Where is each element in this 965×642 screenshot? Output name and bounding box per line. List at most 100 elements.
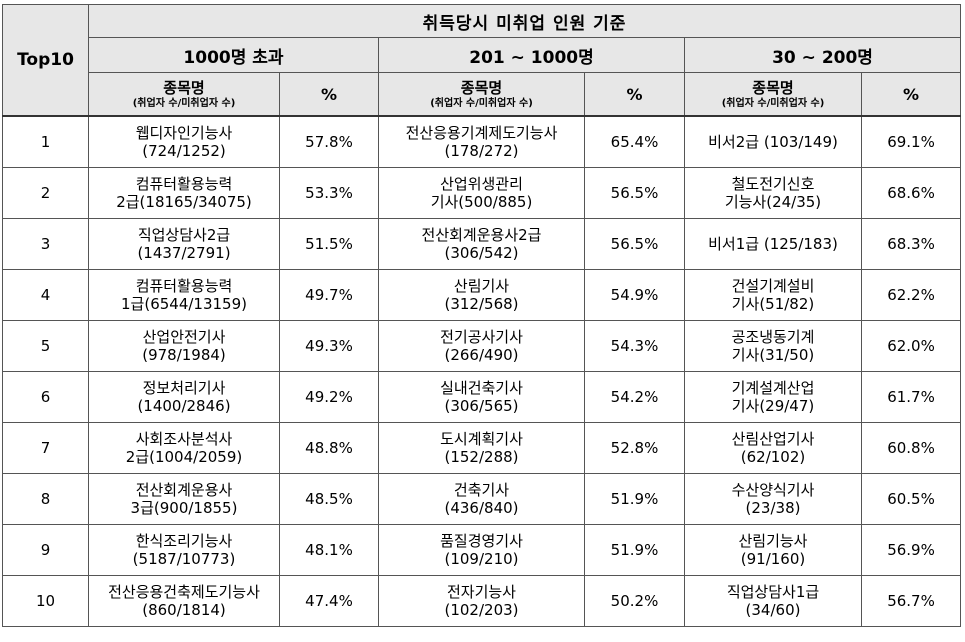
item-name-cell: 비서1급 (125/183) xyxy=(684,218,862,270)
col-pct-header-1: % xyxy=(279,72,379,117)
item-name-cell: 전자기능사 (102/203) xyxy=(378,575,585,627)
item-name: 산림기사 xyxy=(453,277,510,295)
table-row: 5 산업안전기사 (978/1984) 49.3% 전기공사기사 (266/490) 54.… xyxy=(2,320,962,372)
percent-cell: 47.4% xyxy=(279,575,379,627)
table-row: 3 직업상담사2급 (1437/2791) 51.5% 전산회계운용사2급 (306/54… xyxy=(2,218,962,270)
percent-cell: 69.1% xyxy=(860,115,962,168)
item-name: 웹디자인기능사 xyxy=(135,124,233,142)
item-counts: 1급(6544/13159) xyxy=(121,295,247,313)
rank-cell: 5 xyxy=(2,320,89,372)
item-name-cell: 사회조사분석사 2급(1004/2059) xyxy=(88,422,280,474)
col-name-label: 종목명 xyxy=(460,78,503,97)
item-name: 수산양식기사 xyxy=(731,481,815,499)
table-row: 6 정보처리기사 (1400/2846) 49.2% 실내건축기사 (306/565) 54… xyxy=(2,371,962,423)
top10-header: Top10 xyxy=(2,4,89,117)
percent-cell: 54.3% xyxy=(584,320,685,372)
item-counts: (62/102) xyxy=(740,448,806,466)
percent-cell: 48.8% xyxy=(279,422,379,474)
percent-cell: 56.5% xyxy=(584,167,685,219)
item-name: 기계설계산업 xyxy=(731,379,815,397)
percent-cell: 56.9% xyxy=(860,524,962,576)
item-name-cell: 전산회계운용사2급 (306/542) xyxy=(378,218,585,270)
item-counts: 기사(51/82) xyxy=(731,295,815,313)
item-counts: (436/840) xyxy=(444,499,519,517)
item-name-cell: 도시계획기사 (152/288) xyxy=(378,422,585,474)
col-name-label: 종목명 xyxy=(163,78,205,97)
percent-cell: 49.7% xyxy=(279,269,379,321)
percent-cell: 60.8% xyxy=(860,422,962,474)
rank-cell: 2 xyxy=(2,167,89,219)
item-counts: (266/490) xyxy=(444,346,519,364)
percent-cell: 51.9% xyxy=(584,524,685,576)
item-counts: (34/60) xyxy=(745,601,801,619)
percent-cell: 60.5% xyxy=(860,473,962,525)
item-name: 사회조사분석사 xyxy=(135,430,233,448)
percent-cell: 51.5% xyxy=(279,218,379,270)
item-counts: (978/1984) xyxy=(142,346,226,364)
percent-cell: 53.3% xyxy=(279,167,379,219)
percent-cell: 68.3% xyxy=(860,218,962,270)
item-name-cell: 철도전기신호 기능사(24/35) xyxy=(684,167,862,219)
col-name-label: 종목명 xyxy=(752,78,794,97)
item-name-cell: 산업안전기사 (978/1984) xyxy=(88,320,280,372)
item-name: 전산응용기계제도기능사 xyxy=(405,124,558,142)
item-name-cell: 산업위생관리 기사(500/885) xyxy=(378,167,585,219)
item-name-cell: 실내건축기사 (306/565) xyxy=(378,371,585,423)
item-counts: 기사(31/50) xyxy=(731,346,815,364)
item-name: 산업안전기사 xyxy=(142,328,226,346)
percent-cell: 50.2% xyxy=(584,575,685,627)
rank-cell: 7 xyxy=(2,422,89,474)
percent-cell: 54.9% xyxy=(584,269,685,321)
item-name-cell: 산림기능사 (91/160) xyxy=(684,524,862,576)
item-name-cell: 전기공사기사 (266/490) xyxy=(378,320,585,372)
table-row: 7 사회조사분석사 2급(1004/2059) 48.8% 도시계획기사 (152/288… xyxy=(2,422,962,474)
item-counts: 2급(1004/2059) xyxy=(125,448,243,466)
percent-cell: 57.8% xyxy=(279,115,379,168)
item-name-cell: 컴퓨터활용능력 2급(18165/34075) xyxy=(88,167,280,219)
item-counts: 3급(900/1855) xyxy=(130,499,238,517)
item-counts: 2급(18165/34075) xyxy=(116,193,252,211)
item-counts: (102/203) xyxy=(444,601,519,619)
percent-cell: 54.2% xyxy=(584,371,685,423)
percent-cell: 51.9% xyxy=(584,473,685,525)
item-name: 산림산업기사 xyxy=(731,430,815,448)
col-name-header-1: 종목명 (취업자 수/미취업자 수) xyxy=(88,72,280,117)
item-name: 비서1급 (125/183) xyxy=(708,235,838,253)
item-name: 전기공사기사 xyxy=(440,328,523,346)
col-pct-header-2: % xyxy=(584,72,685,117)
percent-cell: 68.6% xyxy=(860,167,962,219)
main-title: 취득당시 미취업 인원 기준 xyxy=(87,4,962,38)
item-name-cell: 직업상담사1급 (34/60) xyxy=(684,575,862,627)
item-name-cell: 전산응용기계제도기능사 (178/272) xyxy=(378,115,585,168)
item-name-cell: 웹디자인기능사 (724/1252) xyxy=(88,115,280,168)
item-name: 건설기계설비 xyxy=(731,277,815,295)
rank-cell: 4 xyxy=(2,269,89,321)
item-counts: (1400/2846) xyxy=(137,397,231,415)
col-name-header-2: 종목명 (취업자 수/미취업자 수) xyxy=(378,72,585,117)
item-counts: (724/1252) xyxy=(142,142,226,160)
percent-cell: 52.8% xyxy=(584,422,685,474)
item-name-cell: 건설기계설비 기사(51/82) xyxy=(684,269,862,321)
item-counts: (860/1814) xyxy=(142,601,226,619)
item-name: 직업상담사1급 xyxy=(726,583,820,601)
percent-cell: 62.0% xyxy=(860,320,962,372)
col-name-header-3: 종목명 (취업자 수/미취업자 수) xyxy=(684,72,862,117)
table-row: 9 한식조리기능사 (5187/10773) 48.1% 품질경영기사 (109/210)… xyxy=(2,524,962,576)
item-name: 직업상담사2급 xyxy=(137,226,231,244)
col-name-sublabel: (취업자 수/미취업자 수) xyxy=(721,97,825,109)
item-counts: (91/160) xyxy=(740,550,806,568)
item-counts: (23/38) xyxy=(745,499,801,517)
item-name: 실내건축기사 xyxy=(440,379,523,397)
item-name: 전자기능사 xyxy=(446,583,516,601)
col-pct-header-3: % xyxy=(860,72,962,117)
item-counts: (109/210) xyxy=(444,550,519,568)
item-counts: (5187/10773) xyxy=(132,550,236,568)
percent-cell: 65.4% xyxy=(584,115,685,168)
item-name-cell: 한식조리기능사 (5187/10773) xyxy=(88,524,280,576)
item-counts: 기사(500/885) xyxy=(430,193,533,211)
percent-cell: 49.3% xyxy=(279,320,379,372)
item-name: 산업위생관리 xyxy=(440,175,523,193)
item-name: 정보처리기사 xyxy=(142,379,226,397)
item-name-cell: 컴퓨터활용능력 1급(6544/13159) xyxy=(88,269,280,321)
item-name-cell: 기계설계산업 기사(29/47) xyxy=(684,371,862,423)
